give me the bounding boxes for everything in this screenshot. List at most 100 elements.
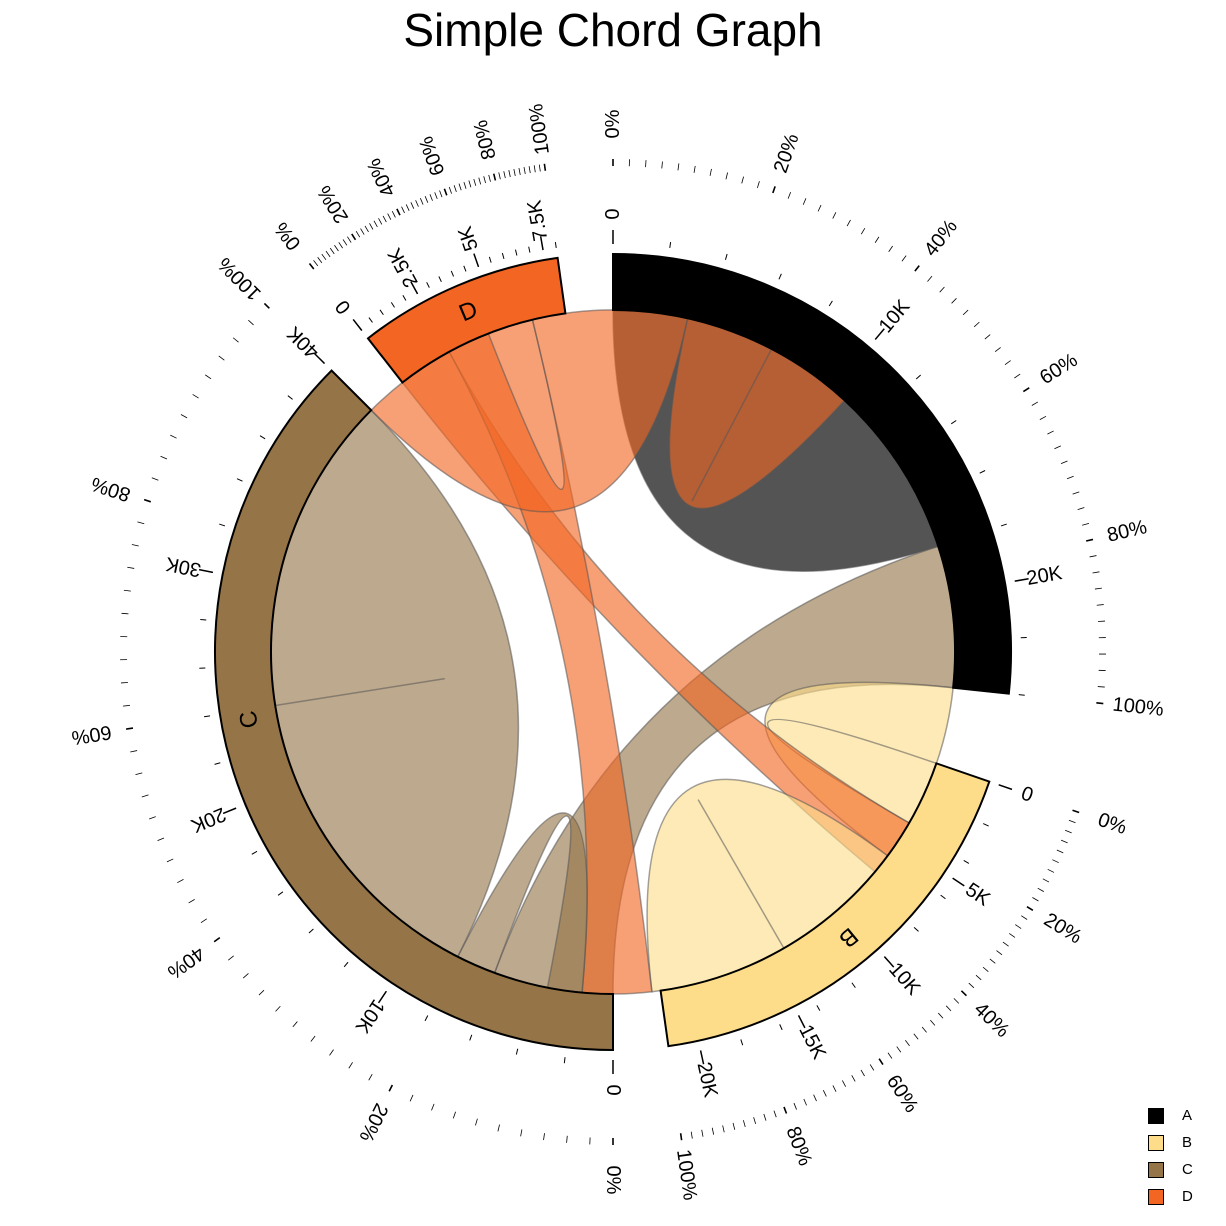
percent-tick-a <box>914 265 920 272</box>
percent-tick-b <box>938 1012 944 1019</box>
percent-tick-b <box>813 1094 817 1102</box>
percent-tick-c <box>121 612 129 615</box>
percent-tick-b <box>763 1113 767 1121</box>
percent-tick-label-a: 60% <box>1036 349 1082 389</box>
percent-tick-d <box>325 250 331 258</box>
percent-tick-d <box>382 215 387 223</box>
percent-tick-a <box>927 275 933 282</box>
percent-tick-d <box>347 236 352 243</box>
percent-tick-label-c: 0% <box>602 1166 624 1195</box>
percent-tick-b <box>793 1102 797 1110</box>
percent-tick-label-d: 0% <box>270 218 305 254</box>
percent-tick-label-a: 80% <box>1105 516 1149 547</box>
chord-sectors: BCD <box>213 252 1012 1052</box>
percent-tick-label-b: 0% <box>1095 809 1130 839</box>
percent-tick-c <box>258 989 265 996</box>
minor-tick-b <box>982 823 989 827</box>
percent-tick-d <box>439 190 443 198</box>
percent-tick-b <box>742 1120 746 1128</box>
percent-tick-a <box>1014 373 1021 379</box>
percent-tick-d <box>317 257 323 264</box>
percent-tick-b <box>842 1080 847 1087</box>
percent-tick-b <box>1052 859 1059 864</box>
percent-tick-a <box>725 172 728 180</box>
chord-links <box>270 309 956 995</box>
percent-tick-b <box>860 1069 865 1077</box>
major-tick-b <box>797 1015 806 1029</box>
percent-tick-b <box>1015 924 1022 929</box>
percent-tick-c <box>160 455 168 460</box>
percent-tick-c <box>497 1124 500 1132</box>
major-tick-b <box>883 956 895 968</box>
sector-a <box>612 252 1012 695</box>
minor-tick-d <box>501 252 505 259</box>
value-tick-label-d: 0 <box>331 296 355 318</box>
percent-tick-b <box>1068 819 1076 824</box>
percent-tick-d <box>533 165 536 173</box>
value-tick-label-d: 2.5K <box>383 244 422 291</box>
percent-tick-b <box>803 1098 807 1106</box>
percent-tick-a <box>787 191 792 199</box>
percent-tick-a <box>1077 507 1085 510</box>
minor-tick-a <box>724 253 728 260</box>
percent-tick-c <box>275 1006 281 1012</box>
percent-tick-c <box>188 899 195 904</box>
percent-tick-a <box>901 255 907 262</box>
major-tick-a <box>1014 577 1029 582</box>
percent-tick-a <box>1072 491 1080 495</box>
percent-tick-label-c: 60% <box>70 721 113 749</box>
percent-tick-d <box>373 220 378 228</box>
percent-tick-b <box>1002 941 1009 947</box>
value-tick-label-c: 10K <box>350 995 388 1037</box>
percent-tick-a <box>1060 460 1068 465</box>
percent-tick-a <box>1094 587 1102 590</box>
percent-tick-d <box>543 163 547 171</box>
percent-tick-b <box>989 958 996 964</box>
legend-label-d: D <box>1182 1188 1193 1205</box>
percent-tick-c <box>228 955 234 961</box>
value-tick-label-b: 15K <box>794 1021 830 1063</box>
percent-tick-d <box>473 178 477 186</box>
percent-tick-label-b: 40% <box>970 998 1014 1042</box>
minor-tick-a <box>950 420 957 425</box>
percent-tick-c <box>213 937 221 943</box>
percent-tick-label-a: 0% <box>602 109 624 138</box>
minor-tick-a <box>1018 694 1025 696</box>
minor-tick-c <box>236 478 243 482</box>
percent-tick-a <box>888 245 893 252</box>
percent-tick-c <box>151 477 159 481</box>
legend-swatch-b <box>1148 1134 1164 1151</box>
percent-tick-d <box>338 242 343 249</box>
major-tick-c <box>314 353 326 365</box>
percent-tick-label-d: 20% <box>313 181 353 227</box>
percent-tick-label-d: 40% <box>363 154 400 200</box>
percent-tick-a <box>1031 401 1039 406</box>
value-tick-label-c: 0 <box>602 1084 624 1095</box>
minor-tick-c <box>469 1034 473 1041</box>
minor-tick-b <box>779 1024 783 1031</box>
minor-tick-b <box>940 894 946 900</box>
percent-tick-c <box>543 1133 545 1141</box>
percent-tick-d <box>503 171 506 179</box>
percent-tick-a <box>973 321 980 328</box>
percent-tick-d <box>538 164 541 172</box>
legend-label-b: B <box>1182 1134 1193 1151</box>
percent-tick-a <box>1082 523 1090 526</box>
percent-tick-a <box>1022 387 1030 393</box>
major-tick-a <box>874 328 885 340</box>
minor-tick-a <box>828 300 833 307</box>
value-tick-label-b: 5K <box>961 879 994 911</box>
percent-tick-c <box>127 566 135 569</box>
percent-tick-d <box>329 247 335 255</box>
percent-tick-d <box>369 223 374 230</box>
percent-tick-b <box>690 1131 693 1139</box>
major-tick-b <box>952 877 965 887</box>
percent-tick-b <box>982 966 989 972</box>
percent-tick-a <box>832 212 837 219</box>
percent-tick-c <box>157 837 165 842</box>
minor-tick-b <box>963 859 970 864</box>
minor-tick-a <box>979 470 986 474</box>
minor-tick-d <box>514 249 518 256</box>
minor-tick-c <box>515 1048 519 1055</box>
percent-tick-d <box>523 167 526 175</box>
